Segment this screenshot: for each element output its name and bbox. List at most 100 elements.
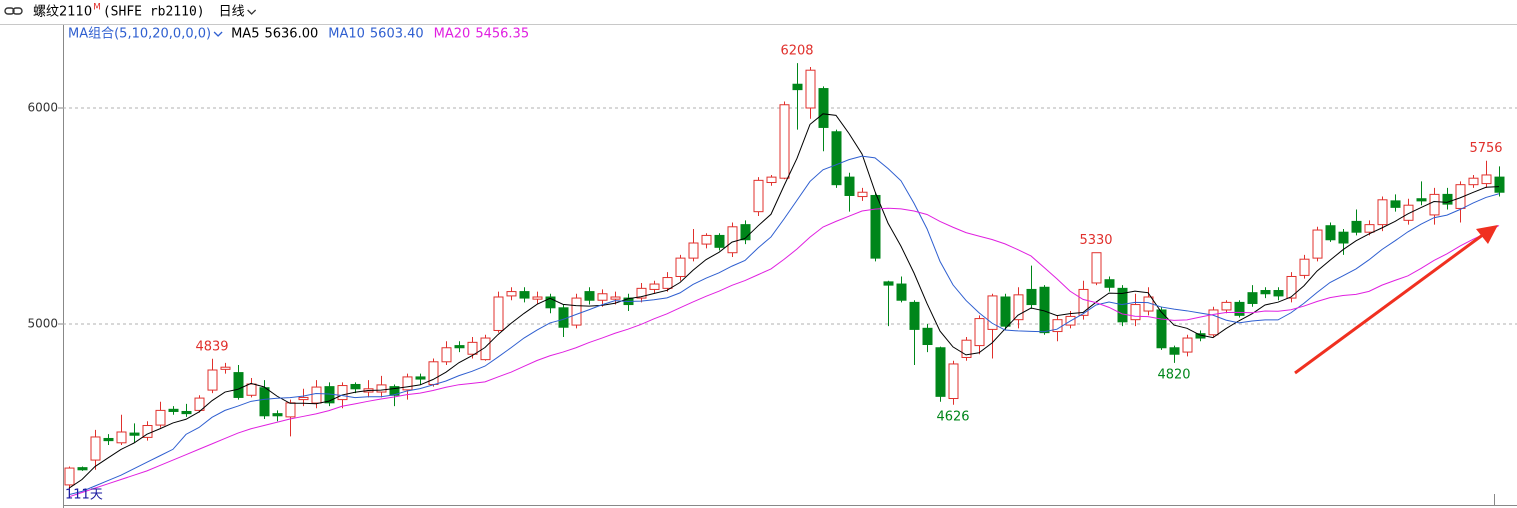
candle-body — [831, 131, 842, 186]
candle-body — [597, 293, 608, 301]
candle-body — [454, 345, 465, 349]
candle-body — [1156, 309, 1167, 349]
candle-body — [636, 287, 647, 299]
legend-value: 5636.00 — [264, 27, 318, 42]
candle-body — [220, 366, 231, 370]
ma-group: MA组合(5,10,20,0,0,0) — [68, 27, 211, 42]
candle-body — [402, 376, 413, 391]
candle-body — [493, 296, 504, 331]
candle-body — [181, 410, 192, 415]
candle-body — [168, 408, 179, 412]
legend-name: MA5 — [231, 27, 259, 42]
candle-body — [649, 283, 660, 290]
high-label: 5756 — [1469, 141, 1502, 156]
candle-body — [259, 387, 270, 417]
candle-body — [1403, 204, 1414, 221]
candle-body — [1364, 224, 1375, 233]
ma-legend: MA组合(5,10,20,0,0,0) MA5 5636.00 MA10 5603.40… — [68, 27, 529, 42]
candle-body — [883, 281, 894, 286]
candle-body — [1494, 176, 1505, 193]
candle-body — [285, 402, 296, 418]
ma-line — [68, 113, 1500, 489]
candle-body — [1000, 296, 1011, 327]
candle-body — [1286, 275, 1297, 299]
candle-body — [714, 234, 725, 248]
ma-line — [68, 155, 1500, 496]
candle-body — [1481, 174, 1492, 185]
candle-body — [1104, 279, 1115, 288]
candle-body — [701, 234, 712, 245]
candle-body — [1260, 290, 1271, 295]
candle-body — [688, 242, 699, 259]
trend-arrow — [1294, 225, 1498, 375]
contract-code: (SHFE rb2110) — [103, 5, 205, 20]
candle-body — [584, 291, 595, 301]
dropdown-arrow[interactable] — [247, 9, 257, 15]
candle-body — [558, 307, 569, 328]
candle-body — [207, 369, 218, 391]
candle-body — [727, 226, 738, 254]
candle-body — [610, 296, 621, 300]
candle-body — [64, 467, 75, 486]
candle-body — [896, 283, 907, 301]
candle-body — [1338, 231, 1349, 244]
candle-body — [1416, 198, 1427, 202]
symbol: 螺纹2110 — [33, 5, 92, 20]
candle-body — [311, 386, 322, 404]
dropdown-arrow[interactable] — [213, 31, 223, 37]
candle-body — [922, 327, 933, 346]
candle-body — [987, 295, 998, 330]
candle-body — [116, 431, 127, 444]
candle-body — [90, 436, 101, 461]
candle-body — [298, 396, 309, 401]
day-count: 111天 — [65, 488, 103, 503]
candle-body — [1325, 225, 1336, 241]
candle-body — [389, 386, 400, 396]
candle-body — [103, 437, 114, 442]
candle-body — [77, 467, 88, 471]
candle-body — [948, 363, 959, 400]
candle-body — [844, 176, 855, 196]
high-label: 5330 — [1079, 233, 1112, 248]
flag: M — [93, 3, 101, 13]
candle-body — [753, 179, 764, 213]
candle-body — [675, 257, 686, 277]
y-tick-label: 5000 — [27, 316, 58, 330]
candle-body — [1182, 337, 1193, 353]
candle-body — [376, 384, 387, 393]
candle-body — [1169, 347, 1180, 355]
candle-body — [571, 297, 582, 326]
candle-body — [142, 425, 153, 438]
candle-body — [974, 318, 985, 347]
candle-body — [1234, 301, 1245, 316]
high-label: 4839 — [195, 339, 228, 354]
candle-body — [1351, 220, 1362, 233]
candle-body — [415, 376, 426, 380]
candle-body — [233, 372, 244, 398]
candle-body — [870, 194, 881, 259]
candle-body — [1013, 294, 1024, 321]
candle-body — [1455, 184, 1466, 209]
candle-body — [1078, 288, 1089, 316]
candle-body — [532, 296, 543, 300]
candle-body — [246, 383, 257, 396]
link-icon[interactable] — [4, 7, 23, 15]
candle-body — [1026, 288, 1037, 306]
candle-body — [506, 291, 517, 297]
candle-body — [467, 341, 478, 355]
candle-body — [480, 337, 491, 361]
candle-body — [909, 301, 920, 330]
candle-body — [1221, 301, 1232, 311]
candle-body — [1208, 309, 1219, 336]
candle-body — [1377, 199, 1388, 226]
candle-body — [545, 296, 556, 309]
candle-body — [272, 413, 283, 417]
candle-body — [441, 347, 452, 363]
candle-body — [805, 69, 816, 109]
candle-body — [1130, 304, 1141, 321]
legend-name: MA20 — [434, 27, 471, 42]
candle-body — [766, 176, 777, 184]
period[interactable]: 日线 — [219, 5, 245, 20]
candle-body — [519, 291, 530, 299]
candle-body — [740, 224, 751, 241]
